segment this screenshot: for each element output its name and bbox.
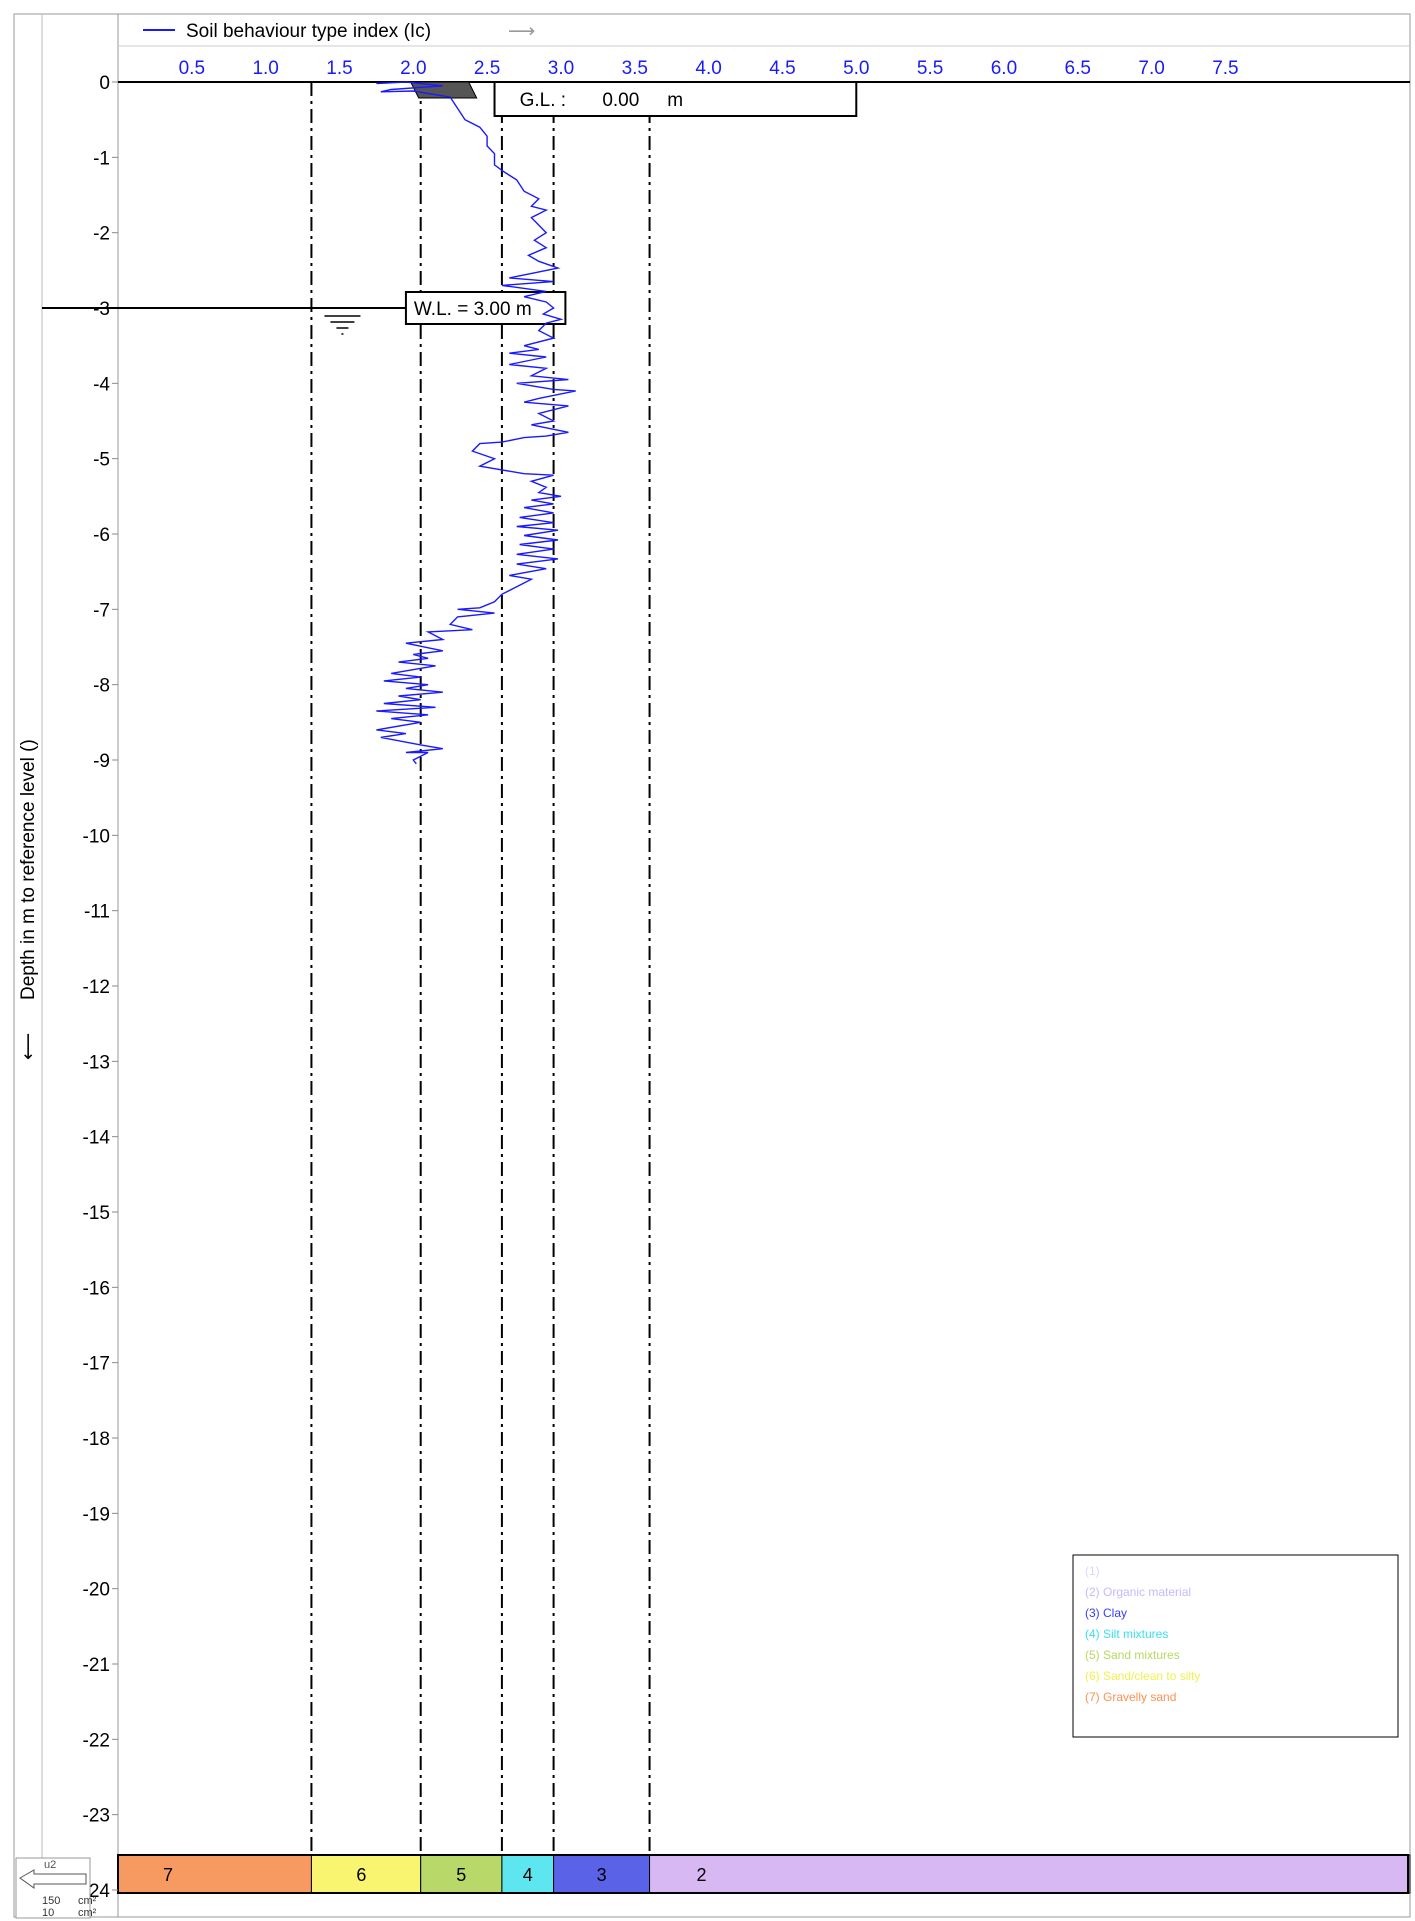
title-arrow: ⟶	[508, 21, 535, 42]
zone-block	[117, 1854, 312, 1894]
y-tick-label: -15	[83, 1203, 110, 1224]
y-tick-label: -18	[83, 1429, 110, 1450]
cone-probe-icon	[19, 1869, 87, 1889]
zone-label: 6	[356, 1865, 366, 1885]
zone-bar-outline	[117, 1854, 1409, 1894]
x-tick-label: 3.5	[622, 58, 648, 79]
zone-label: 2	[697, 1865, 707, 1885]
y-tick-label: -5	[93, 450, 110, 471]
y-tick-label: -9	[93, 751, 110, 772]
x-tick-label: 2.0	[400, 58, 426, 79]
chart-title: Soil behaviour type index (Ic)	[186, 21, 431, 42]
x-tick-label: 4.0	[695, 58, 721, 79]
soil-type-legend: (1) (2) Organic material (3) Clay (4) Silt …	[1072, 1554, 1399, 1738]
y-tick-label: -17	[83, 1354, 110, 1375]
x-tick-label: 5.0	[843, 58, 869, 79]
ground-level-value: 0.00	[602, 90, 639, 111]
ground-level-box	[493, 81, 858, 117]
y-axis-arrow: ⟵	[18, 1033, 39, 1060]
cone-probe-info: u2 150 cm² 10 cm²	[15, 1857, 97, 1919]
plot-frame	[117, 13, 1411, 1918]
zone-label: 5	[456, 1865, 466, 1885]
water-level-box	[404, 291, 567, 325]
zone-block	[649, 1854, 1411, 1894]
zone-label: 4	[523, 1865, 533, 1885]
y-tick-label: -1	[93, 148, 110, 169]
soil-zone-bar: 7 6 5 4 3 2	[117, 1854, 1411, 1894]
zone-boundary-lines	[310, 82, 651, 1855]
y-tick-label: -14	[83, 1128, 111, 1149]
water-level-label: W.L. = 3.00 m	[414, 299, 532, 320]
legend-entry: (1)	[1085, 1564, 1100, 1578]
x-tick-label: 2.5	[474, 58, 500, 79]
zone-block	[420, 1854, 503, 1894]
y-tick-label: -13	[83, 1052, 110, 1073]
x-tick-label: 7.0	[1138, 58, 1164, 79]
y-tick-label: -23	[83, 1806, 110, 1827]
legend-entry: (4) Silt mixtures	[1085, 1627, 1168, 1641]
annotations: G.L. : 0.00 m W.L. = 3.00 m	[42, 81, 858, 335]
probe-box	[15, 1857, 91, 1919]
y-axis-label: Depth in m to reference level ()	[18, 739, 39, 1000]
legend-entry: (3) Clay	[1085, 1606, 1127, 1620]
legend-frame	[1072, 1554, 1399, 1738]
y-tick-labels: 0 -1 -2 -3 -4 -5 -6 -7 -8 -9 -10 -11 -12 -13 -14 -15 -16…	[83, 73, 118, 1902]
y-tick-label: -7	[93, 600, 110, 621]
x-tick-label: 7.5	[1212, 58, 1238, 79]
y-tick-label: -4	[93, 374, 110, 395]
x-tick-label: 5.5	[917, 58, 943, 79]
y-tick-label: -6	[93, 525, 110, 546]
probe-area-1: 150	[42, 1895, 60, 1907]
probe-unit-1: cm²	[78, 1895, 97, 1907]
y-tick-label: -11	[84, 902, 110, 923]
zone-block	[501, 1854, 555, 1894]
legend-entry: (5) Sand mixtures	[1085, 1648, 1180, 1662]
legend-entry: (6) Sand/clean to silty	[1085, 1669, 1200, 1683]
x-tick-label: 0.5	[179, 58, 205, 79]
probe-tag: u2	[44, 1859, 56, 1871]
x-tick-label: 6.0	[991, 58, 1017, 79]
y-tick-label: -3	[93, 299, 110, 320]
y-tick-label: 0	[99, 73, 110, 94]
y-tick-label: -19	[83, 1504, 110, 1525]
y-axis-label-group: Depth in m to reference level () ⟵	[18, 739, 39, 1060]
x-tick-label: 6.5	[1065, 58, 1091, 79]
zone-label: 3	[597, 1865, 607, 1885]
legend-entry: (7) Gravelly sand	[1085, 1690, 1176, 1704]
x-tick-labels: 0.5 1.0 1.5 2.0 2.5 3.0 3.5 4.0 4.5 5.0 5.5 6.0 6.5 7…	[179, 58, 1239, 79]
ground-level-label: G.L. :	[520, 90, 566, 111]
y-tick-label: -12	[83, 977, 110, 998]
y-tick-label: -21	[83, 1655, 110, 1676]
probe-area-2: 10	[42, 1907, 54, 1919]
x-tick-label: 4.5	[769, 58, 795, 79]
x-tick-label: 1.5	[326, 58, 352, 79]
y-tick-label: -10	[83, 826, 110, 847]
legend-entry: (2) Organic material	[1085, 1585, 1191, 1599]
x-tick-label: 1.0	[252, 58, 278, 79]
probe-unit-2: cm²	[78, 1907, 97, 1919]
y-tick-label: -22	[83, 1730, 110, 1751]
ground-level-unit: m	[667, 90, 683, 111]
y-tick-label: -8	[93, 676, 110, 697]
zone-label: 7	[163, 1865, 173, 1885]
x-tick-label: 3.0	[548, 58, 574, 79]
y-tick-label: -2	[93, 224, 110, 245]
ic-series-line	[376, 81, 576, 765]
y-tick-label: -16	[83, 1278, 110, 1299]
y-tick-label: -20	[83, 1580, 110, 1601]
